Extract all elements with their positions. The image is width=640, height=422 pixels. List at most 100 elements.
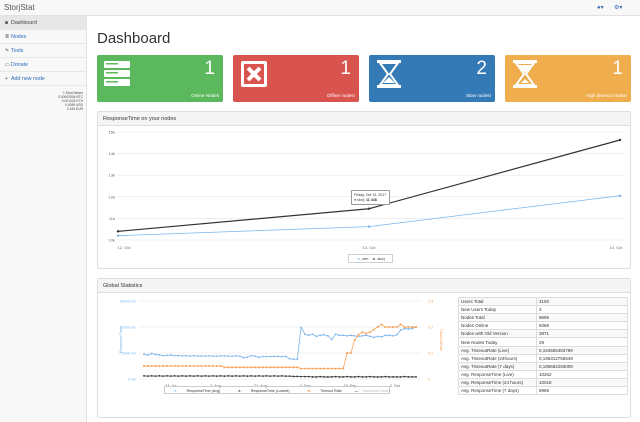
- data-point: [200, 365, 203, 367]
- data-point: [185, 365, 188, 367]
- legend-item-lowest[interactable]: -●- ResponseTime (Lowest): [237, 388, 290, 393]
- sidebar-item-nodes[interactable]: ≣ Nodes: [0, 30, 86, 44]
- data-point: [284, 375, 287, 378]
- data-point: [143, 353, 145, 355]
- plus-icon: +: [5, 76, 8, 82]
- stat-value: 29: [536, 337, 628, 347]
- data-point: [227, 366, 230, 369]
- data-point: [258, 356, 260, 359]
- y2-axis-title: TimeoutRate: [439, 329, 444, 353]
- settings-menu-icon[interactable]: ⚙▾: [614, 5, 623, 11]
- data-point: [395, 333, 398, 336]
- data-point: [338, 367, 341, 370]
- sidebar-item-dashboard[interactable]: ◙ Dashboard: [0, 16, 86, 30]
- data-point: [292, 366, 295, 369]
- data-point: [189, 365, 191, 367]
- data-point: [215, 355, 218, 358]
- sidebar-item-donate[interactable]: ▭Donate: [0, 58, 86, 72]
- data-point: [154, 365, 157, 367]
- tile-online-nodes[interactable]: 1 Online Nodes: [97, 55, 223, 102]
- data-point: [296, 375, 299, 378]
- data-point: [372, 336, 375, 339]
- data-point: [326, 376, 329, 378]
- data-point: [246, 375, 249, 378]
- data-point: [242, 356, 245, 359]
- tile-label: Slow nodes!: [465, 93, 491, 98]
- stat-value: 0,195312756549: [536, 353, 628, 363]
- data-point: [296, 358, 299, 361]
- data-point: [158, 365, 161, 367]
- close-box-icon: [241, 61, 267, 87]
- user-menu-icon[interactable]: ●▾: [597, 5, 604, 11]
- balance-line: 0.344 EUR: [66, 107, 83, 112]
- data-point: [376, 335, 379, 338]
- data-point: [238, 375, 241, 378]
- stat-value: 3871: [536, 329, 628, 339]
- data-point: [395, 326, 398, 328]
- data-point: [189, 355, 191, 358]
- tile-value: 2: [476, 58, 487, 79]
- x-tick-label: 2. Oct: [390, 384, 401, 388]
- data-point: [150, 374, 153, 377]
- data-point: [254, 355, 256, 358]
- data-point: [415, 326, 417, 328]
- legend-item-storj[interactable]: -●- storj: [371, 257, 385, 261]
- data-point: [150, 365, 153, 367]
- tile-value: 1: [204, 58, 215, 79]
- tile-high-timeout-nodes[interactable]: 1 High timeout nodes!: [505, 55, 631, 102]
- sidebar-item-add-node[interactable]: + Add new node: [0, 72, 86, 86]
- page-title: Dashboard: [97, 30, 171, 47]
- chart-tooltip: Friday, Oct 13, 2017 ● storj: 11 448: [351, 190, 390, 205]
- global-statistics-panel: Global Statistics 0 ms 5000 ms 10000 ms 150…: [97, 278, 631, 418]
- y-axis-title: ResponseTime: [118, 326, 123, 354]
- stat-label: Avg. TimeoutRate (7 days): [458, 361, 537, 371]
- data-point: [395, 376, 398, 378]
- data-point: [250, 366, 253, 369]
- data-point: [334, 375, 337, 378]
- data-point: [169, 365, 172, 367]
- legend-item-zen[interactable]: -●- zen: [356, 257, 369, 261]
- series-line: [143, 326, 417, 360]
- sidebar: ◙ Dashboard ≣ Nodes ✎ Tools ▭Donate + Add ne…: [0, 16, 87, 422]
- data-point: [380, 376, 383, 378]
- x-tick-label: 13. Oct: [363, 245, 377, 250]
- data-point: [246, 356, 249, 359]
- data-point: [292, 375, 295, 378]
- stat-value: 8969: [536, 386, 628, 396]
- stat-label: Avg. ResponseTime (24 hours): [458, 377, 537, 388]
- data-point: [284, 355, 287, 358]
- data-point: [254, 366, 256, 369]
- data-point: [388, 326, 391, 328]
- data-point: [326, 334, 329, 337]
- tile-offline-nodes[interactable]: 1 Offline nodes!: [233, 55, 359, 102]
- stats-row: Avg. ResponseTime (Live) 10262: [458, 369, 628, 379]
- stat-label: Avg. ResponseTime (7 days): [458, 386, 537, 396]
- stat-value: 3: [536, 305, 628, 315]
- data-point: [353, 376, 356, 378]
- hourglass-icon: [377, 60, 401, 88]
- stat-label: Nodes Online: [458, 321, 537, 331]
- legend-item-monitored[interactable]: ▬ Monitored Nodes: [354, 388, 391, 393]
- y-tick-label: 5000 ms: [121, 352, 136, 356]
- data-point: [158, 374, 161, 377]
- data-point: [346, 352, 348, 354]
- data-point: [357, 333, 360, 336]
- stat-label: Avg. TimeoutRate (24hours): [458, 353, 537, 363]
- data-point: [403, 375, 406, 378]
- data-point: [231, 355, 234, 358]
- data-point: [388, 334, 391, 337]
- legend-item-avg[interactable]: -●- ResponseTime (Avg): [173, 388, 221, 393]
- data-point: [392, 326, 394, 328]
- data-point: [415, 376, 417, 378]
- sidebar-item-tools[interactable]: ✎ Tools: [0, 44, 86, 58]
- y-tick-label: 10k: [109, 238, 115, 243]
- data-point: [261, 366, 264, 369]
- legend-label: storj: [377, 257, 385, 261]
- tile-label: Offline nodes!: [326, 93, 355, 98]
- legend-item-timeout[interactable]: -■- Timeout Rate: [306, 388, 342, 393]
- data-point: [300, 326, 302, 329]
- data-point: [304, 333, 306, 336]
- data-point: [192, 365, 195, 367]
- tile-slow-nodes[interactable]: 2 Slow nodes!: [369, 55, 495, 102]
- app-brand[interactable]: StorjStat: [4, 3, 35, 12]
